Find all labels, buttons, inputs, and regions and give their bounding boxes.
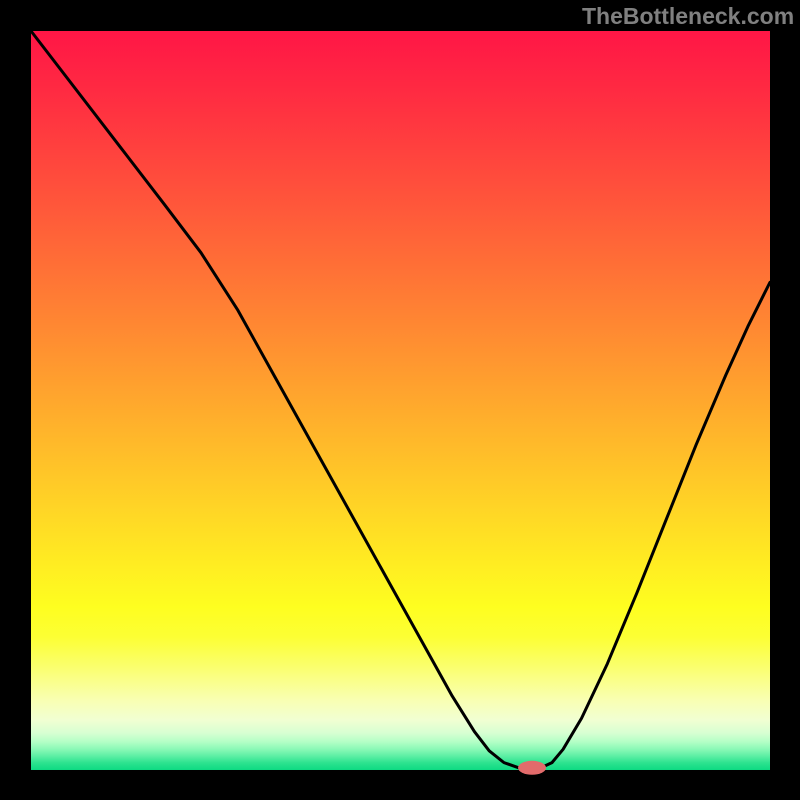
optimum-marker	[518, 761, 546, 775]
gradient-background	[31, 31, 770, 770]
chart-svg	[0, 0, 800, 800]
chart-stage: TheBottleneck.com	[0, 0, 800, 800]
watermark-text: TheBottleneck.com	[582, 3, 794, 30]
